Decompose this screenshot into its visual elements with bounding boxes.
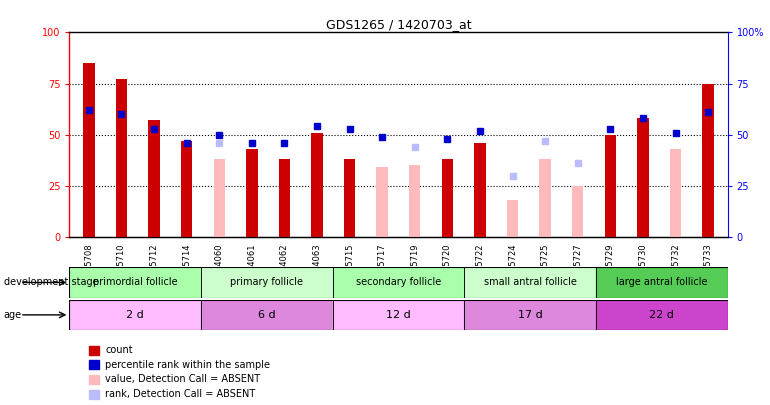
Text: small antral follicle: small antral follicle	[484, 277, 577, 288]
Bar	[442, 159, 453, 237]
Bar	[116, 79, 127, 237]
Text: age: age	[4, 310, 22, 320]
Bar	[377, 167, 388, 237]
Text: percentile rank within the sample: percentile rank within the sample	[105, 360, 270, 370]
Text: primary follicle: primary follicle	[230, 277, 303, 288]
Bar	[333, 267, 464, 298]
Bar	[333, 267, 464, 298]
Bar	[507, 200, 518, 237]
Bar	[69, 300, 201, 330]
Bar	[464, 267, 596, 298]
Bar	[69, 267, 201, 298]
Bar	[604, 134, 616, 237]
Bar	[69, 267, 201, 298]
Text: 22 d: 22 d	[649, 310, 675, 320]
Bar	[69, 300, 201, 330]
Bar	[572, 186, 584, 237]
Text: 2 d: 2 d	[126, 310, 144, 320]
Bar	[596, 300, 728, 330]
Bar	[201, 267, 333, 298]
Text: large antral follicle: large antral follicle	[616, 277, 708, 288]
Bar	[596, 300, 728, 330]
Bar	[201, 300, 333, 330]
Text: rank, Detection Call = ABSENT: rank, Detection Call = ABSENT	[105, 389, 256, 399]
Title: GDS1265 / 1420703_at: GDS1265 / 1420703_at	[326, 18, 471, 31]
Text: value, Detection Call = ABSENT: value, Detection Call = ABSENT	[105, 375, 260, 384]
Bar	[279, 159, 290, 237]
Text: 12 d: 12 d	[386, 310, 411, 320]
Bar	[333, 300, 464, 330]
Text: 6 d: 6 d	[258, 310, 276, 320]
Text: primordial follicle: primordial follicle	[93, 277, 177, 288]
Bar	[213, 159, 225, 237]
Bar	[344, 159, 355, 237]
Bar	[474, 143, 486, 237]
Bar	[311, 132, 323, 237]
Bar	[540, 159, 551, 237]
Bar	[702, 83, 714, 237]
Bar	[596, 267, 728, 298]
Bar	[464, 267, 596, 298]
Bar	[201, 267, 333, 298]
Bar	[464, 300, 596, 330]
Bar	[670, 149, 681, 237]
Bar	[596, 267, 728, 298]
Bar	[83, 63, 95, 237]
Bar	[149, 120, 159, 237]
Text: 17 d: 17 d	[517, 310, 543, 320]
Bar	[464, 300, 596, 330]
Bar	[409, 165, 420, 237]
Bar	[201, 300, 333, 330]
Bar	[181, 141, 192, 237]
Bar	[638, 118, 648, 237]
Text: secondary follicle: secondary follicle	[356, 277, 441, 288]
Text: count: count	[105, 345, 133, 355]
Bar	[246, 149, 257, 237]
Bar	[333, 300, 464, 330]
Text: development stage: development stage	[4, 277, 99, 287]
